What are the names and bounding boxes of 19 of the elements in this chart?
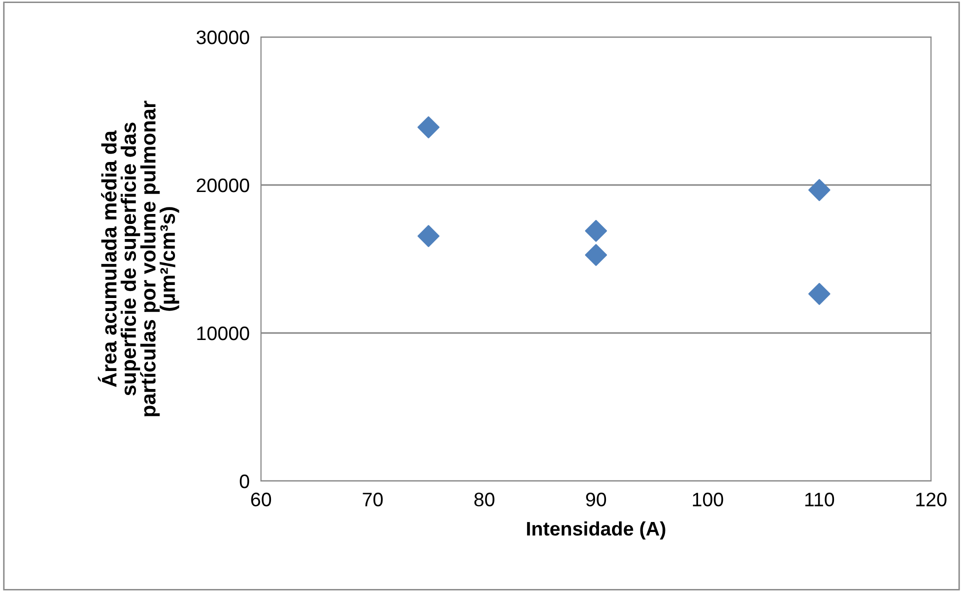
x-tick-label: 80 — [474, 492, 494, 506]
y-tick-label: 0 — [240, 474, 250, 488]
x-tick-label: 110 — [805, 492, 834, 506]
x-tick-label: 120 — [916, 492, 946, 506]
point — [808, 282, 830, 305]
x-axis-title: Intensidade (A) — [527, 521, 666, 540]
point — [418, 116, 440, 138]
x-tick-label: 100 — [692, 492, 724, 506]
y-tick-label: 20000 — [196, 178, 250, 192]
y-tick-label: 10000 — [197, 326, 250, 340]
x-tick-label: 70 — [362, 492, 383, 506]
x-tick-label: 90 — [586, 492, 606, 506]
x-tick-label: 60 — [251, 492, 272, 506]
y-tick-label: 30000 — [196, 30, 250, 44]
point — [585, 244, 607, 266]
y-axis-title: Área acumulada média da superficie de superficie das partículas por volume pulmonar (µm²/cm³s) — [98, 100, 180, 416]
point — [585, 220, 607, 242]
point — [808, 179, 830, 202]
point — [418, 225, 440, 248]
